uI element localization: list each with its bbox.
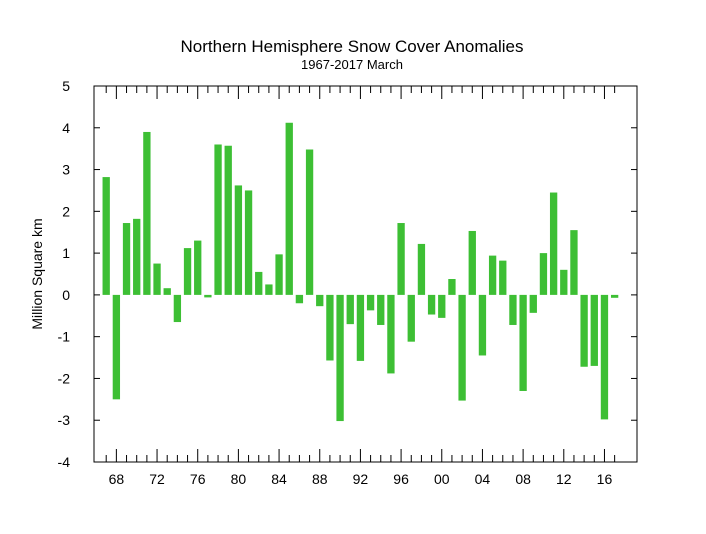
x-tick-label: 12 [556, 471, 572, 487]
bar-2011 [549, 192, 558, 295]
bar-2004 [478, 294, 487, 356]
y-axis-label: Million Square km [29, 218, 45, 329]
bar-1970 [133, 218, 141, 295]
y-tick-label: 5 [62, 78, 70, 94]
bar-1969 [122, 223, 131, 295]
x-tick-label: 88 [312, 471, 328, 487]
bar-2003 [468, 230, 476, 295]
plot-frame [93, 85, 638, 463]
y-tick-label: 2 [62, 203, 70, 219]
bar-1991 [346, 294, 354, 325]
bar-1989 [326, 294, 334, 361]
bar-1997 [407, 294, 415, 342]
bar-1984 [275, 254, 283, 295]
x-tick-label: 96 [393, 471, 409, 487]
x-tick-label: 00 [434, 471, 450, 487]
x-tick-label: 84 [271, 471, 287, 487]
bar-1976 [194, 240, 202, 295]
bar-2016 [600, 294, 609, 420]
bar-2009 [529, 294, 537, 313]
y-tick-label: -1 [58, 329, 71, 345]
x-tick-label: 80 [231, 471, 247, 487]
bar-1967 [102, 177, 110, 295]
y-tick-label: -2 [58, 370, 71, 386]
bar-1977 [204, 294, 212, 298]
bar-1985 [285, 122, 293, 295]
bar-2007 [509, 294, 517, 325]
bar-2008 [519, 294, 527, 391]
bar-2010 [539, 253, 548, 295]
bar-1973 [163, 288, 171, 295]
x-tick-label: 92 [353, 471, 369, 487]
x-tick-label: 68 [109, 471, 125, 487]
bar-1993 [366, 294, 375, 311]
bar-1987 [305, 149, 314, 295]
bar-1996 [397, 223, 405, 295]
y-tick-label: 0 [62, 287, 70, 303]
y-tick-label: -4 [58, 454, 71, 470]
x-tick-label: 16 [597, 471, 613, 487]
bar-2002 [458, 294, 466, 401]
bar-1974 [173, 294, 182, 323]
bar-1975 [183, 248, 192, 295]
bar-1971 [143, 131, 151, 295]
bar-2006 [499, 260, 507, 295]
bar-2001 [448, 279, 456, 295]
bar-1988 [316, 294, 324, 307]
bar-1999 [427, 294, 436, 315]
bar-1998 [417, 243, 426, 295]
bars-group [102, 122, 619, 422]
bar-1983 [265, 284, 273, 295]
bar-2012 [560, 269, 568, 295]
bar-2014 [580, 294, 588, 367]
bar-1978 [214, 144, 222, 295]
bar-1995 [387, 294, 395, 374]
bar-2013 [570, 230, 578, 295]
bar-1992 [356, 294, 365, 361]
bar-1980 [234, 185, 243, 295]
bar-2017 [610, 294, 619, 298]
x-tick-label: 72 [149, 471, 165, 487]
chart-title: Northern Hemisphere Snow Cover Anomalies [181, 37, 524, 56]
y-tick-label: 1 [62, 245, 70, 261]
y-tick-label: 4 [62, 120, 70, 136]
bar-1990 [336, 294, 344, 422]
x-tick-label: 08 [515, 471, 531, 487]
bar-2000 [438, 294, 446, 318]
chart-subtitle: 1967-2017 March [301, 57, 403, 72]
bar-1986 [295, 294, 304, 304]
bar-2005 [488, 255, 497, 295]
y-tick-label: -3 [58, 412, 71, 428]
x-tick-label: 04 [475, 471, 491, 487]
y-axis-ticks: 5 4 3 2 1 0 -1 -2 -3 -4 [58, 78, 637, 470]
bar-1981 [244, 190, 253, 295]
bar-1994 [377, 294, 385, 325]
bar-2015 [590, 294, 598, 366]
bar-1982 [255, 271, 263, 295]
x-tick-label: 76 [190, 471, 206, 487]
bar-1979 [224, 145, 232, 295]
bar-1968 [112, 294, 121, 400]
x-axis-ticks: 68 72 76 80 84 88 92 96 00 04 08 12 16 [105, 86, 616, 487]
bar-1972 [153, 263, 161, 295]
y-tick-label: 3 [62, 162, 70, 178]
